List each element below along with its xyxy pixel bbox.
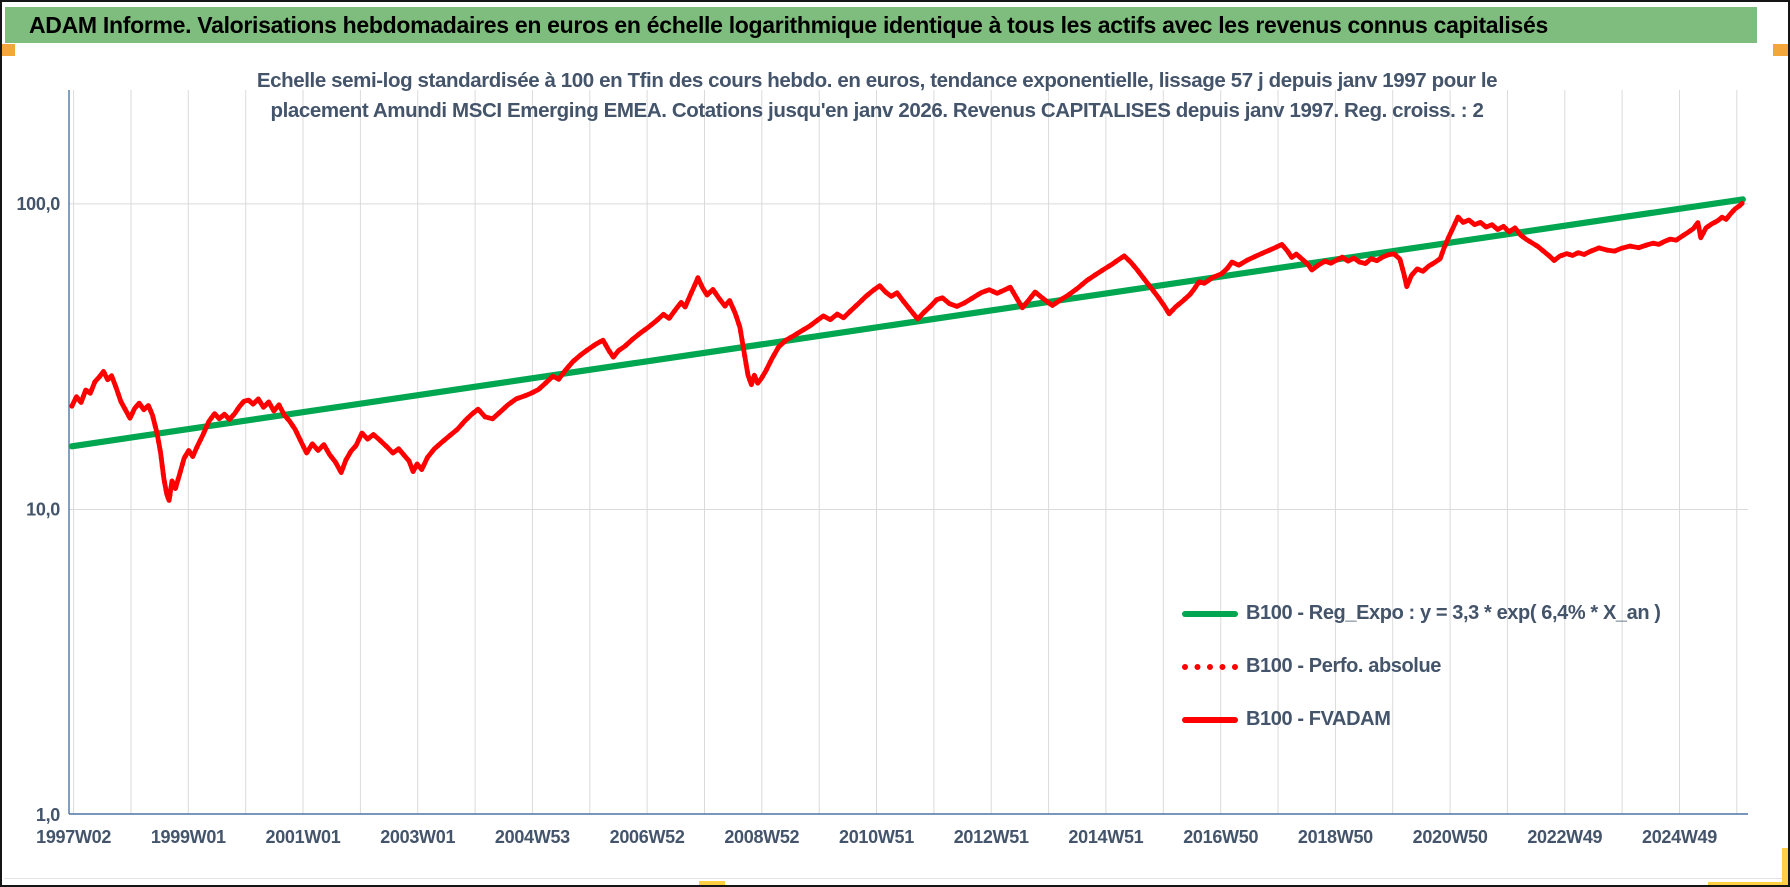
legend-marker-0 <box>1182 610 1238 617</box>
x-tick-label: 2006W52 <box>610 827 685 847</box>
legend[interactable]: B100 - Reg_Expo : y = 3,3 * exp( 6,4% * … <box>1182 587 1661 746</box>
trend-line <box>68 196 1746 450</box>
legend-item-fvadam: B100 - FVADAM <box>1182 693 1661 746</box>
legend-marker-1 <box>1182 663 1238 670</box>
corner-yellow-marker-vertical <box>1782 848 1788 885</box>
chart-title-line2: placement Amundi MSCI Emerging EMEA. Cot… <box>270 99 1484 122</box>
banner: ADAM Informe. Valorisations hebdomadaire… <box>5 7 1757 43</box>
chart-title: Echelle semi-log standardisée à 100 en T… <box>62 66 1692 126</box>
x-tick-label: 1999W01 <box>151 827 226 847</box>
x-tick-label: 2012W51 <box>954 827 1029 847</box>
banner-accent-right <box>1773 44 1788 56</box>
corner-yellow-marker-horizontal <box>1708 882 1788 885</box>
perfo-absolue-line <box>69 200 1745 503</box>
legend-item-perfo-absolue: B100 - Perfo. absolue <box>1182 640 1661 693</box>
legend-label-perfo-absolue: B100 - Perfo. absolue <box>1246 655 1441 677</box>
x-tick-label: 2003W01 <box>380 827 455 847</box>
x-tick-label: 2016W50 <box>1183 827 1258 847</box>
y-tick-label: 10,0 <box>26 500 60 520</box>
x-tick-label: 2022W49 <box>1527 827 1602 847</box>
y-tick-label: 100,0 <box>16 194 60 214</box>
y-tick-label: 1,0 <box>36 805 60 825</box>
x-tick-label: 2020W50 <box>1413 827 1488 847</box>
banner-title: ADAM Informe. Valorisations hebdomadaire… <box>29 12 1548 38</box>
x-tick-label: 1997W02 <box>36 827 111 847</box>
x-tick-label: 2008W52 <box>724 827 799 847</box>
x-tick-label: 2018W50 <box>1298 827 1373 847</box>
fvadam-line <box>69 200 1745 503</box>
x-tick-label: 2024W49 <box>1642 827 1717 847</box>
x-tick-label: 2001W01 <box>266 827 341 847</box>
legend-label-reg-expo: B100 - Reg_Expo : y = 3,3 * exp( 6,4% * … <box>1246 602 1661 624</box>
legend-label-fvadam: B100 - FVADAM <box>1246 708 1391 730</box>
legend-marker-2 <box>1182 716 1238 723</box>
bottom-yellow-marker <box>699 881 725 885</box>
x-tick-label: 2014W51 <box>1068 827 1143 847</box>
chart-title-line1: Echelle semi-log standardisée à 100 en T… <box>256 69 1498 92</box>
x-tick-label: 2004W53 <box>495 827 570 847</box>
legend-item-reg-expo: B100 - Reg_Expo : y = 3,3 * exp( 6,4% * … <box>1182 587 1661 640</box>
bottom-row-divider <box>4 878 1788 879</box>
x-tick-label: 2010W51 <box>839 827 914 847</box>
banner-accent-left <box>2 44 15 56</box>
